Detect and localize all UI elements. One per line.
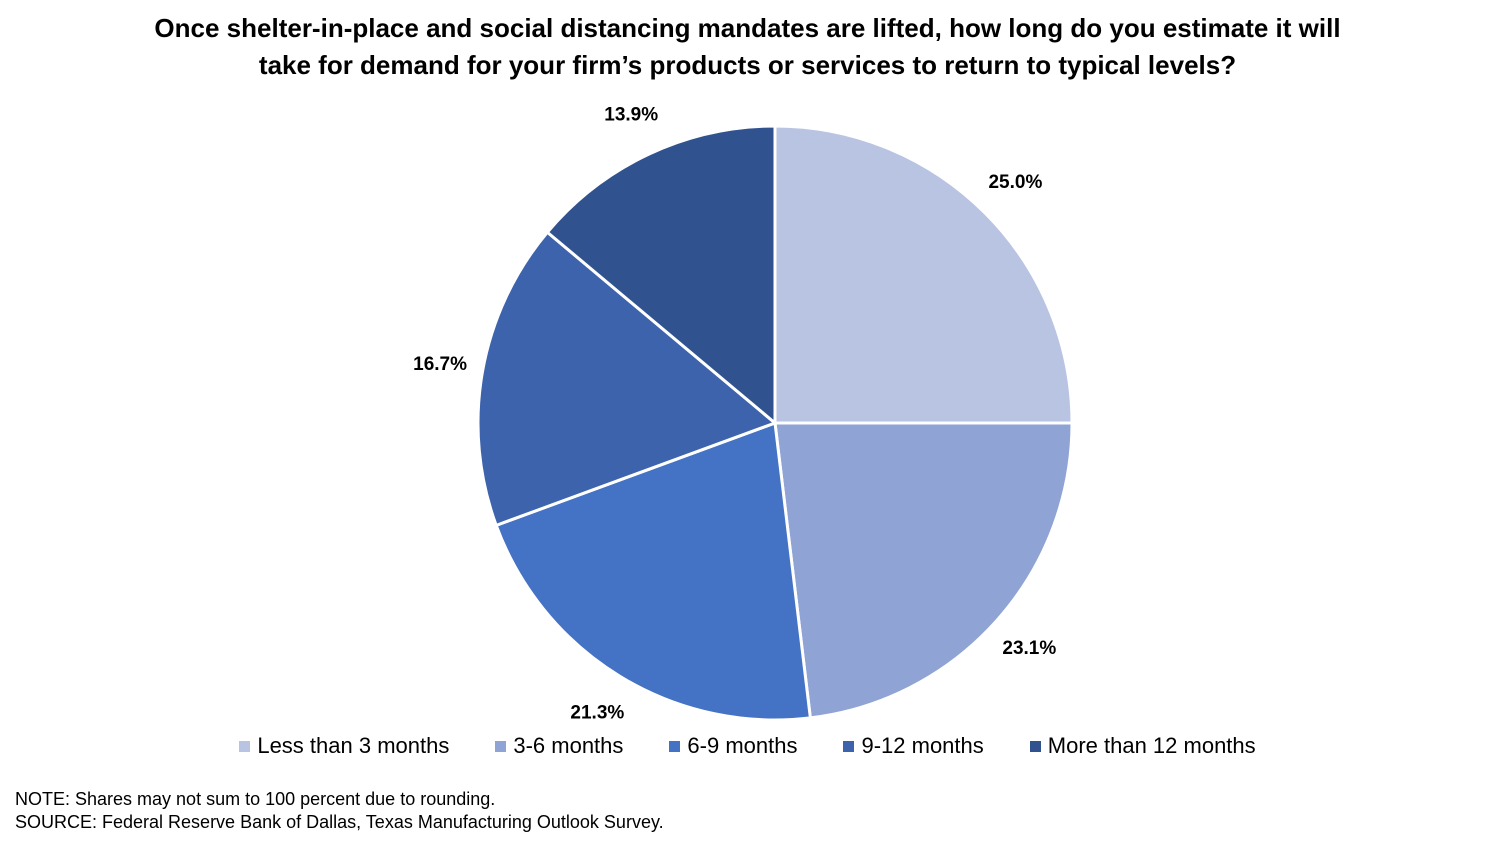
legend-label-5: More than 12 months [1047, 733, 1256, 758]
legend-label-2: 3-6 months [513, 733, 624, 758]
pie-slice-1 [773, 124, 1074, 425]
data-label-3: 21.3% [570, 702, 624, 723]
chart-title-line-1: Once shelter-in-place and social distanc… [154, 13, 1341, 43]
data-label-5: 13.9% [604, 104, 658, 125]
legend-swatch-4 [843, 740, 855, 752]
data-label-1: 25.0% [988, 172, 1042, 193]
chart-notes: NOTE: Shares may not sum to 100 percent … [15, 788, 664, 834]
legend-label-1: Less than 3 months [257, 733, 450, 758]
legend-item-5: More than 12 months [1029, 733, 1256, 759]
legend-label-4: 9-12 months [861, 733, 984, 758]
data-label-2: 23.1% [1002, 638, 1056, 659]
legend-item-3: 6-9 months [669, 733, 797, 759]
pie-slice-4 [476, 230, 778, 528]
legend-item-1: Less than 3 months [239, 733, 449, 759]
chart-title: Once shelter-in-place and social distanc… [0, 10, 1495, 84]
legend-label-3: 6-9 months [687, 733, 798, 758]
legend-swatch-2 [495, 740, 507, 752]
pie-slice-2 [773, 421, 1074, 720]
data-label-4: 16.7% [413, 354, 467, 375]
chart-legend: Less than 3 months 3-6 months 6-9 months 9-… [0, 733, 1495, 759]
legend-swatch-5 [1029, 740, 1041, 752]
note-text: NOTE: Shares may not sum to 100 percent … [15, 789, 496, 809]
legend-item-2: 3-6 months [495, 733, 623, 759]
legend-swatch-3 [669, 740, 681, 752]
source-text: SOURCE: Federal Reserve Bank of Dallas, … [15, 812, 664, 832]
legend-swatch-1 [239, 740, 251, 752]
legend-item-4: 9-12 months [843, 733, 984, 759]
pie-slice-5 [545, 124, 777, 427]
chart-title-line-2: take for demand for your firm’s products… [258, 50, 1237, 80]
